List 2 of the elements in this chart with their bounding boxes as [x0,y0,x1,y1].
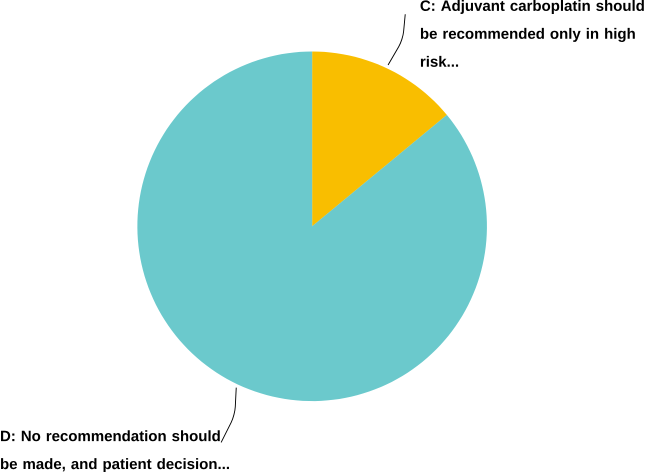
slice-label: D: No recommendation should be made, and patient decision... [0,430,229,472]
slice-label: C: Adjuvant carboplatin should be recommended only in high risk... [420,0,644,67]
